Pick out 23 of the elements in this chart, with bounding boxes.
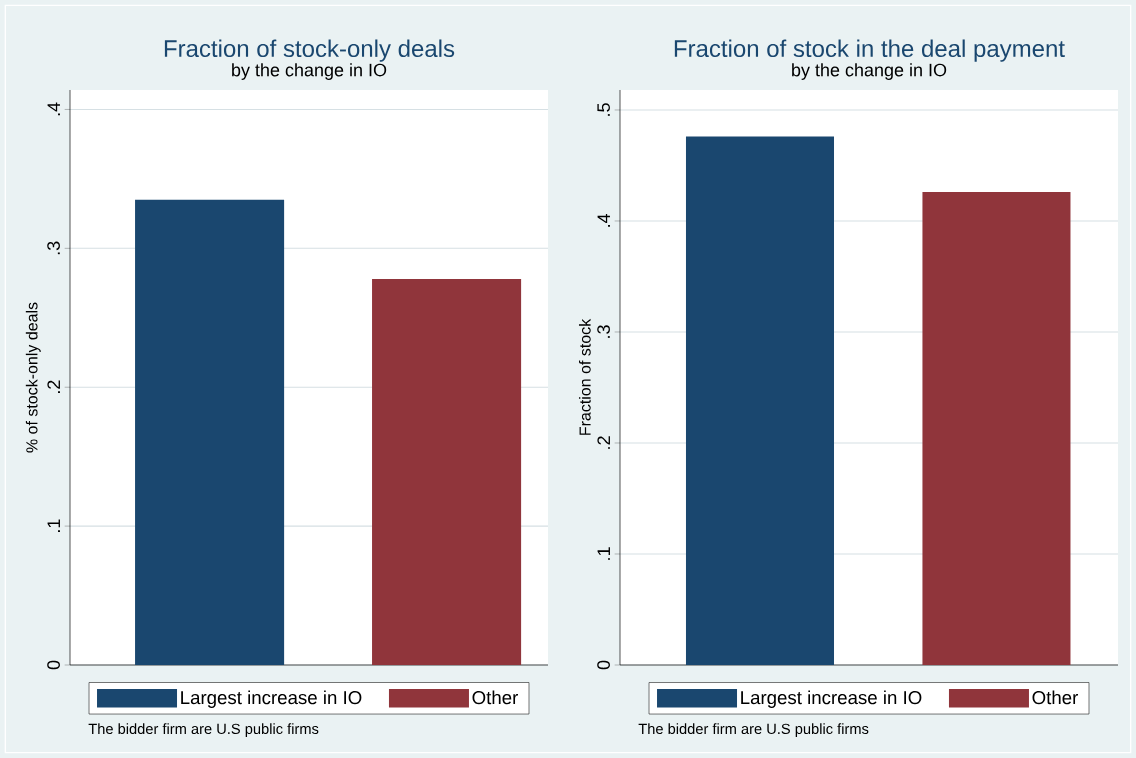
legend-label: Largest increase in IO: [741, 690, 922, 708]
legend-label: Other: [472, 690, 519, 705]
y-tick-label: .1: [47, 519, 60, 532]
y-tick-label: .2: [47, 380, 60, 394]
text: The bidder firm are U.S public firms: [88, 723, 319, 737]
y-axis-title: Fraction of stock: [578, 318, 591, 435]
y-tick-label: 0: [47, 660, 60, 670]
y-tick-label: .3: [47, 241, 60, 255]
y-tick-label: 0: [597, 660, 610, 670]
chart-title: Fraction of stock-only deals: [164, 39, 455, 62]
y-tick-label: .2: [597, 436, 610, 449]
chart-subtitle: by the change in IO: [232, 63, 387, 80]
legend-label: Largest increase in IO: [181, 690, 362, 708]
y-tick-label: .4: [597, 213, 610, 227]
text: The bidder firm are U.S public firms: [638, 723, 869, 737]
chart-title: Fraction of stock in the deal payment: [674, 39, 1065, 62]
y-tick-label: .4: [47, 102, 60, 116]
y-axis-title: % of stock-only deals: [25, 302, 41, 453]
y-tick-label: .1: [597, 547, 610, 560]
y-tick-label: .3: [597, 325, 610, 338]
chart-subtitle: by the change in IO: [792, 63, 947, 80]
legend-label: Other: [1032, 690, 1079, 705]
y-tick-label: .5: [597, 103, 610, 116]
